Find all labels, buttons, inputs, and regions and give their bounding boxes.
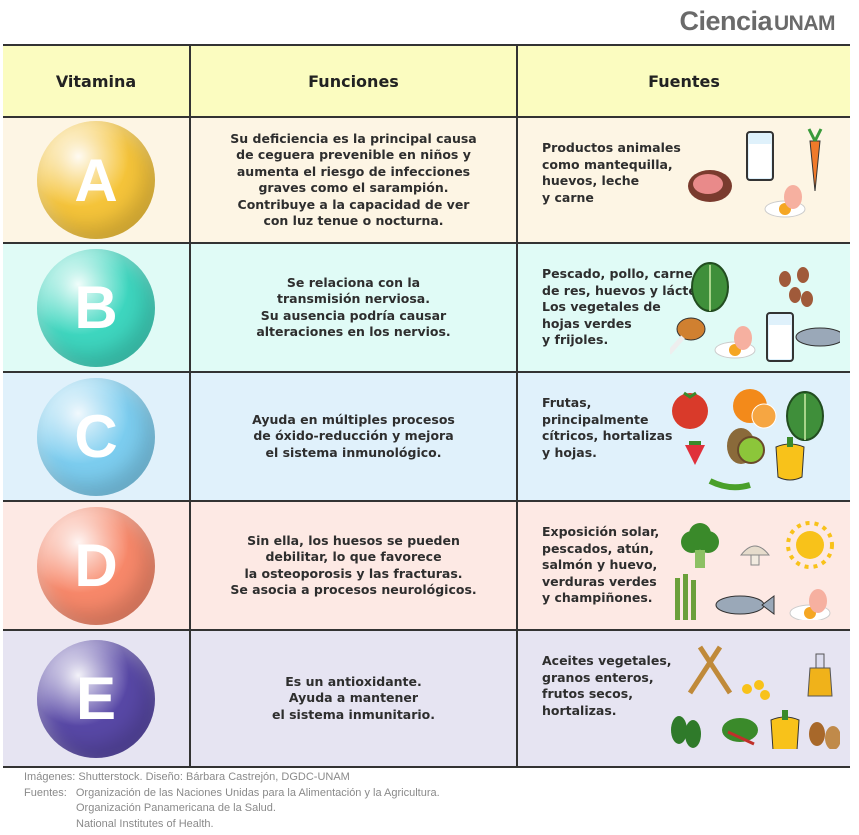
fish-icon xyxy=(795,327,840,347)
pepper-icon xyxy=(770,710,800,749)
egg-icon xyxy=(714,326,756,359)
funciones-text: Su deficiencia es la principal causa de … xyxy=(230,130,477,229)
source-item: Organización de las Naciones Unidas para… xyxy=(75,786,440,799)
asparagus-icon xyxy=(675,574,696,620)
funciones-cell: Sin ella, los huesos se pueden debilitar… xyxy=(191,502,518,629)
kiwi-icon xyxy=(727,428,765,464)
food-illustrations xyxy=(688,128,823,218)
food-illustrations xyxy=(671,645,840,749)
sources-label: Fuentes: xyxy=(24,786,67,799)
broccoli-icon xyxy=(681,523,719,568)
fuentes-cell: Productos animales como mantequilla, hue… xyxy=(518,118,850,242)
strawberry-icon xyxy=(685,441,705,465)
vitamin-cell: D xyxy=(3,502,191,629)
header-fuentes: Fuentes xyxy=(648,71,720,91)
fuentes-text: Aceites vegetales, granos enteros, fruto… xyxy=(542,653,672,718)
vitamin-row-a: A Su deficiencia es la principal causa d… xyxy=(3,118,850,244)
source-item: National Institutes of Health. xyxy=(76,817,214,830)
carrot-icon xyxy=(807,128,823,192)
fuentes-cell: Aceites vegetales, granos enteros, fruto… xyxy=(518,631,850,766)
vitamin-ball: B xyxy=(37,248,155,367)
meat-icon xyxy=(688,170,732,202)
chicken-leg-icon xyxy=(670,317,706,355)
sun-icon xyxy=(786,521,834,569)
vitamin-ball: D xyxy=(37,506,155,625)
funciones-cell: Su deficiencia es la principal causa de … xyxy=(191,118,518,242)
table-header: Vitamina Funciones Fuentes xyxy=(3,46,850,118)
fuentes-text: Productos animales como mantequilla, hue… xyxy=(542,140,681,205)
fuentes-cell: Frutas, principalmente cítricos, hortali… xyxy=(518,373,850,500)
vitamin-cell: C xyxy=(3,373,191,500)
spinach-icon xyxy=(671,716,701,748)
oil-bottle-icon xyxy=(807,653,833,697)
wheat-icon xyxy=(687,645,733,695)
vitamin-row-e: E Es un antioxidante. Ayuda a mantener e… xyxy=(3,631,850,766)
logo-suffix: UNAM xyxy=(774,12,836,35)
milk-glass-icon xyxy=(766,312,794,362)
leafy-greens-icon xyxy=(786,391,824,441)
egg-icon xyxy=(789,589,831,620)
mushroom-icon xyxy=(739,545,771,566)
funciones-text: Ayuda en múltiples procesos de óxido-red… xyxy=(252,411,455,460)
vitamin-row-b: B Se relaciona con la transmisión nervio… xyxy=(3,244,850,373)
vitamin-cell: E xyxy=(3,631,191,766)
food-illustrations xyxy=(675,521,834,620)
food-illustrations xyxy=(670,262,840,362)
funciones-cell: Se relaciona con la transmisión nerviosa… xyxy=(191,244,518,371)
image-credits: Imágenes: Shutterstock. Diseño: Bárbara … xyxy=(24,771,350,783)
fuentes-text: Frutas, principalmente cítricos, hortali… xyxy=(542,395,673,460)
leafy-greens-icon xyxy=(691,262,729,312)
beans-icon xyxy=(779,267,813,307)
header-vitamina: Vitamina xyxy=(3,46,191,116)
logo-text: Ciencia xyxy=(679,6,772,36)
fuentes-text: Exposición solar, pescados, atún, salmón… xyxy=(542,524,660,605)
funciones-text: Se relaciona con la transmisión nerviosa… xyxy=(256,274,451,340)
chili-icon xyxy=(708,478,751,491)
food-illustrations xyxy=(672,389,824,491)
ciencia-unam-logo: CienciaUNAM xyxy=(679,6,835,37)
header-funciones: Funciones xyxy=(191,46,518,116)
orange-icon xyxy=(733,389,777,429)
nuts-icon xyxy=(809,722,840,749)
egg-icon xyxy=(764,185,806,218)
fuentes-text: Pescado, pollo, carne de res, huevos y l… xyxy=(542,266,718,347)
vitamin-row-d: D Sin ella, los huesos se pueden debilit… xyxy=(3,502,850,631)
milk-glass-icon xyxy=(746,131,774,181)
fuentes-cell: Exposición solar, pescados, atún, salmón… xyxy=(518,502,850,629)
funciones-text: Es un antioxidante. Ayuda a mantener el … xyxy=(271,673,436,722)
pepper-icon xyxy=(775,437,805,481)
vitamin-ball: E xyxy=(37,639,155,758)
funciones-text: Sin ella, los huesos se pueden debilitar… xyxy=(230,532,477,598)
source-item: Organización Panamericana de la Salud. xyxy=(76,802,276,814)
chard-icon xyxy=(722,718,758,746)
vitamin-ball: A xyxy=(37,121,155,239)
tomato-icon xyxy=(672,391,708,429)
vitamin-row-c: C Ayuda en múltiples procesos de óxido-r… xyxy=(3,373,850,502)
vitamin-table: Vitamina Funciones Fuentes A Su deficien… xyxy=(3,44,850,768)
corn-kernels-icon xyxy=(742,680,770,700)
vitamin-ball: C xyxy=(37,377,155,496)
fish-icon xyxy=(715,595,775,615)
funciones-cell: Es un antioxidante. Ayuda a mantener el … xyxy=(191,631,518,766)
fuentes-cell: Pescado, pollo, carne de res, huevos y l… xyxy=(518,244,850,371)
vitamin-cell: A xyxy=(3,118,191,242)
funciones-cell: Ayuda en múltiples procesos de óxido-red… xyxy=(191,373,518,500)
footer: Imágenes: Shutterstock. Diseño: Bárbara … xyxy=(24,770,440,832)
vitamin-cell: B xyxy=(3,244,191,371)
